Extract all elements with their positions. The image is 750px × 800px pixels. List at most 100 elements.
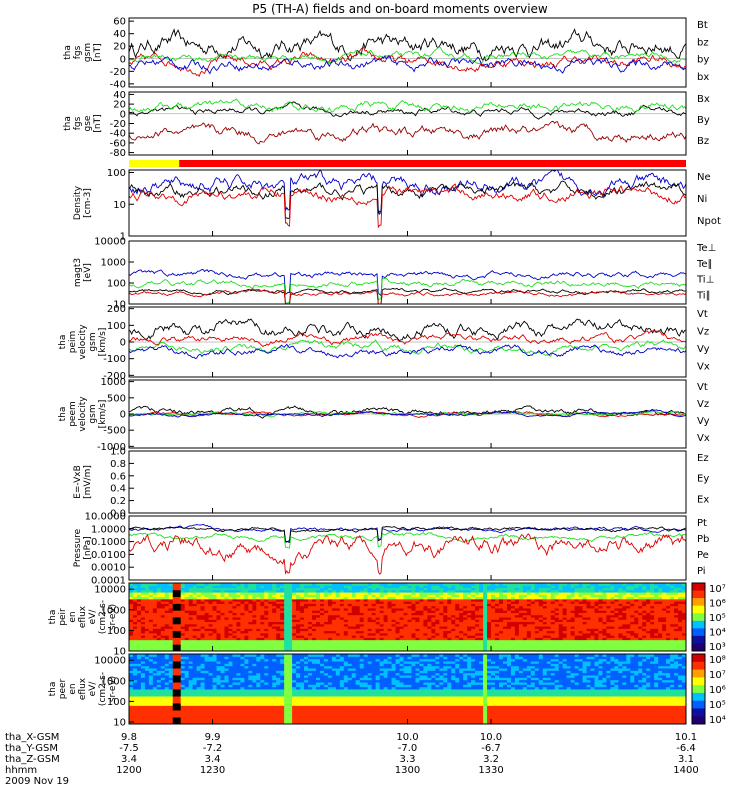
heatmap-cell [411,639,416,643]
heatmap-cell [674,621,679,625]
heatmap-cell [160,661,166,664]
heatmap-cell [502,596,508,600]
heatmap-cell [666,623,671,627]
heatmap-cell [554,598,560,602]
heatmap-cell [347,585,353,589]
heatmap-cell [471,592,476,595]
heatmap-cell [499,632,504,636]
heatmap-cell [447,587,452,591]
heatmap-cell [431,637,436,641]
heatmap-cell [136,610,142,613]
heatmap-cell [319,617,325,620]
heatmap-cell [463,639,468,643]
heatmap-cell [554,644,560,647]
heatmap-cell [144,693,150,697]
heatmap-cell [184,630,190,634]
heatmap-cell [315,603,321,607]
heatmap-cell [288,598,293,602]
heatmap-cell [451,587,456,591]
heatmap-cell [387,639,393,643]
heatmap-cell [447,632,452,636]
heatmap-cell [172,691,178,695]
heatmap-cell [463,605,468,609]
heatmap-cell [308,632,313,636]
heatmap-cell [256,610,261,613]
heatmap-cell [447,598,452,602]
heatmap-cell [176,648,182,652]
heatmap-cell [244,630,249,634]
heatmap-cell [168,644,174,647]
heatmap-cell [586,596,592,600]
heatmap-cell [590,603,595,607]
y-axis-label: [km/s] [98,400,108,429]
heatmap-cell [216,587,222,591]
heatmap-cell [192,714,198,718]
legend-entry: Ne [697,172,711,183]
heatmap-cell [562,639,568,643]
heatmap-cell [192,661,198,664]
heatmap-cell [224,589,229,593]
heatmap-cell [538,623,544,627]
heatmap-cell [343,639,349,643]
heatmap-cell [129,614,134,618]
heatmap-cell [292,623,297,627]
heatmap-cell [546,614,552,618]
heatmap-cell [140,670,146,674]
heatmap-cell [132,607,138,611]
heatmap-cell [399,617,405,620]
heatmap-cell [455,603,460,607]
heatmap-cell [375,587,381,591]
heatmap-cell [224,585,229,589]
heatmap-cell [264,641,269,645]
heatmap-cell [347,594,353,598]
heatmap-cell [319,641,325,645]
heatmap-cell [379,646,385,650]
y-tick-label: 1.0 [110,447,126,458]
heatmap-cell [403,589,408,593]
heatmap-cell [614,617,619,620]
heatmap-cell [335,617,341,620]
heatmap-cell [335,610,341,613]
heatmap-cell [447,646,452,650]
heatmap-cell [284,603,289,607]
heatmap-cell [144,594,150,598]
heatmap-cell [487,648,492,652]
heatmap-cell [666,598,671,602]
heatmap-cell [670,632,675,636]
heatmap-cell [172,603,178,607]
heatmap-cell [192,583,198,586]
heatmap-cell [514,589,520,593]
heatmap-cell [666,601,671,604]
heatmap-cell [355,630,361,634]
heatmap-cell [598,583,603,586]
heatmap-cell [172,703,178,706]
heatmap-cell [379,621,385,625]
heatmap-cell [216,596,222,600]
heatmap-cell [284,635,289,638]
heatmap-cell [614,623,619,627]
heatmap-cell [144,679,150,683]
heatmap-cell [574,648,580,652]
heatmap-cell [296,626,301,629]
heatmap-cell [538,607,544,611]
heatmap-cell [212,594,218,598]
heatmap-cell [176,684,182,688]
heatmap-cell [682,632,687,636]
heatmap-cell [423,585,428,589]
heatmap-cell [347,587,353,591]
heatmap-cell [208,644,214,647]
heatmap-cell [268,628,273,632]
heatmap-cell [630,594,635,598]
heatmap-cell [638,610,643,613]
heatmap-cell [570,598,576,602]
heatmap-cell [602,630,607,634]
heatmap-cell [399,637,405,641]
heatmap-cell [622,621,627,625]
heatmap-cell [308,583,313,586]
heatmap-cell [662,628,667,632]
heatmap-cell [244,617,249,620]
heatmap-cell [248,617,253,620]
heatmap-cell [351,610,357,613]
heatmap-cell [228,605,233,609]
heatmap-cell [451,598,456,602]
